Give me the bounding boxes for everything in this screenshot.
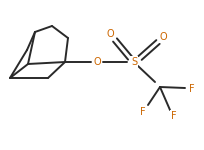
Text: F: F <box>188 84 194 94</box>
Text: F: F <box>170 111 176 121</box>
Text: F: F <box>140 107 145 117</box>
Text: O: O <box>159 32 166 42</box>
Text: O: O <box>93 57 100 67</box>
Text: S: S <box>130 57 136 67</box>
Text: O: O <box>106 29 113 39</box>
